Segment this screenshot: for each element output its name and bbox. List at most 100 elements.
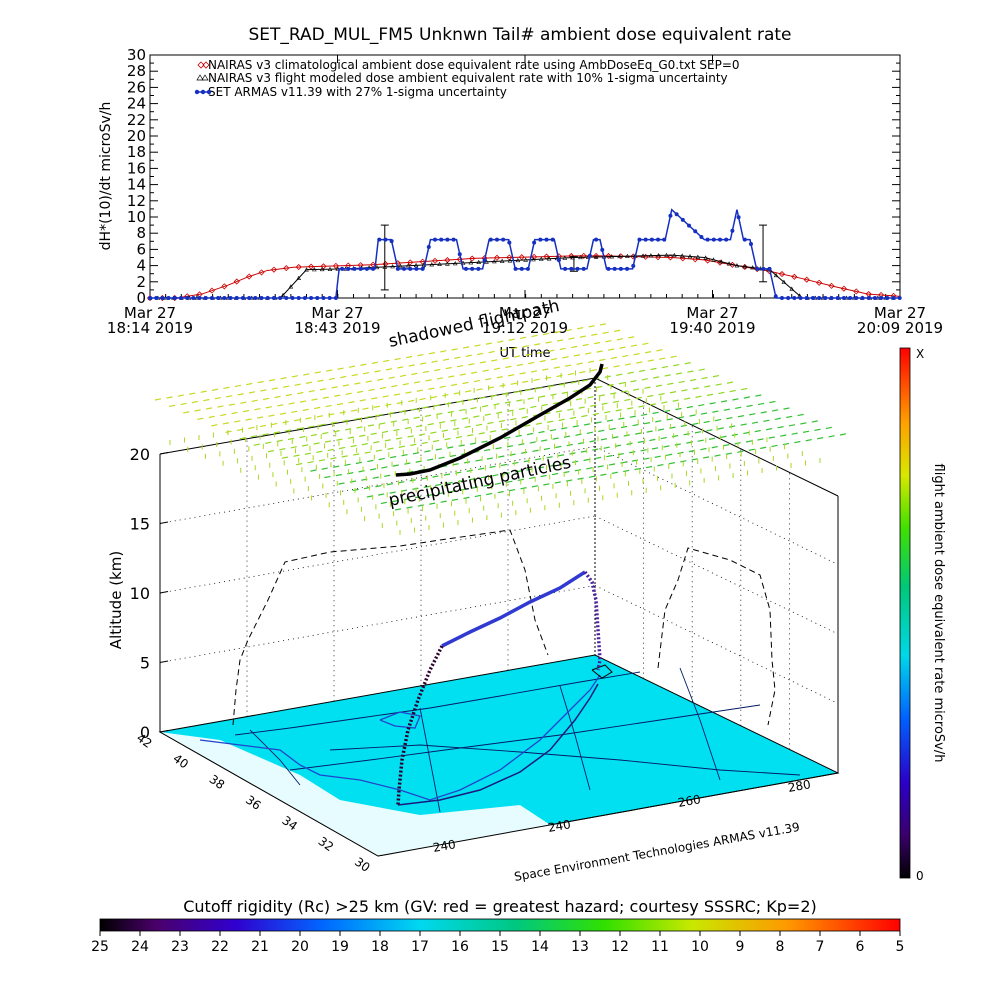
particle-mark [655,384,663,387]
particle-mark [385,403,392,407]
particle-mark [449,490,456,493]
particle-mark [465,354,472,358]
3d-grid [159,392,839,750]
particle-mark [567,408,574,411]
particle-mark [520,451,528,454]
particle-mark [599,358,606,362]
data-point [667,254,674,261]
particle-mark [279,448,286,451]
particle-mark [649,438,656,442]
data-point [280,292,286,297]
grid-line [159,446,596,524]
data-point [538,256,544,261]
particle-mark [589,440,596,443]
particle-mark [698,368,705,371]
data-point [637,237,642,242]
particle-mark [497,340,504,343]
particle-mark [422,370,429,374]
particle-mark [375,484,382,488]
z-tick [159,452,169,455]
data-point [185,296,190,300]
data-point [803,276,810,283]
particle-mark [534,343,541,346]
particle-mark [642,342,649,346]
data-point [612,266,617,271]
chart-title: SET_RAD_MUL_FM5 Unknwn Tail# ambient dos… [249,25,792,45]
particle-mark [321,467,328,470]
particle-mark [420,362,427,365]
particle-mark [522,380,529,383]
particle-mark [611,471,618,475]
particle-mark [780,434,787,437]
particle-mark [477,352,484,356]
particle-mark [194,409,201,412]
particle-mark [450,383,458,387]
particle-mark [305,417,312,420]
particle-mark [399,374,407,377]
data-point [840,285,847,292]
data-point [493,254,501,261]
particle-mark [496,411,503,414]
data-point [531,257,536,262]
particle-mark [791,432,798,435]
particle-mark [367,459,374,463]
particle-mark [177,394,184,397]
particle-mark [370,432,377,436]
particle-mark [361,442,369,446]
particle-mark [594,456,602,460]
particle-mark [602,367,609,370]
particle-mark [245,418,252,421]
particle-mark [320,388,327,391]
legend-marker [196,74,204,81]
particle-mark [580,450,587,453]
particle-mark [487,421,494,425]
particle-mark [433,404,440,407]
particle-mark [250,435,258,438]
particle-mark [493,403,500,406]
particle-mark [703,420,710,424]
particle-mark [417,504,424,507]
particle-mark [531,485,539,488]
particle-mark [536,351,544,354]
particle-mark [664,374,671,377]
legend-marker [194,89,200,95]
data-point [234,296,239,300]
data-point [333,296,338,300]
data-point [778,270,786,278]
particle-mark [690,378,697,382]
particle-mark [735,406,742,410]
data-point [544,237,549,242]
particle-mark [666,418,673,421]
particle-mark [783,407,790,410]
particle-mark [362,407,369,410]
data-point [640,253,646,258]
particle-mark [439,385,446,389]
particle-mark [191,400,199,404]
data-point [332,262,339,269]
particle-mark [600,438,608,441]
particle-mark [566,443,573,447]
particle-mark [531,334,538,338]
particle-mark [687,370,694,373]
particle-mark [349,480,357,483]
x-tick-label: 18:43 2019 [294,319,380,337]
particle-mark [567,372,575,376]
particle-mark [720,400,728,403]
data-point [711,237,716,242]
particle-mark [342,384,350,387]
particle-mark [197,417,204,421]
particle-mark [478,467,485,471]
particle-mark [632,388,640,391]
particle-mark [416,389,423,392]
particle-mark [211,424,218,427]
particle-mark [618,381,626,385]
particle-mark [508,338,515,341]
particle-mark [416,424,423,428]
particle-mark [529,476,536,480]
particle-mark [543,483,550,486]
particle-mark [475,459,482,462]
legend-item-nairas-flight: NAIRAS v3 flight modeled dose ambient eq… [208,71,728,85]
particle-mark [692,422,699,426]
particle-mark [647,394,654,398]
